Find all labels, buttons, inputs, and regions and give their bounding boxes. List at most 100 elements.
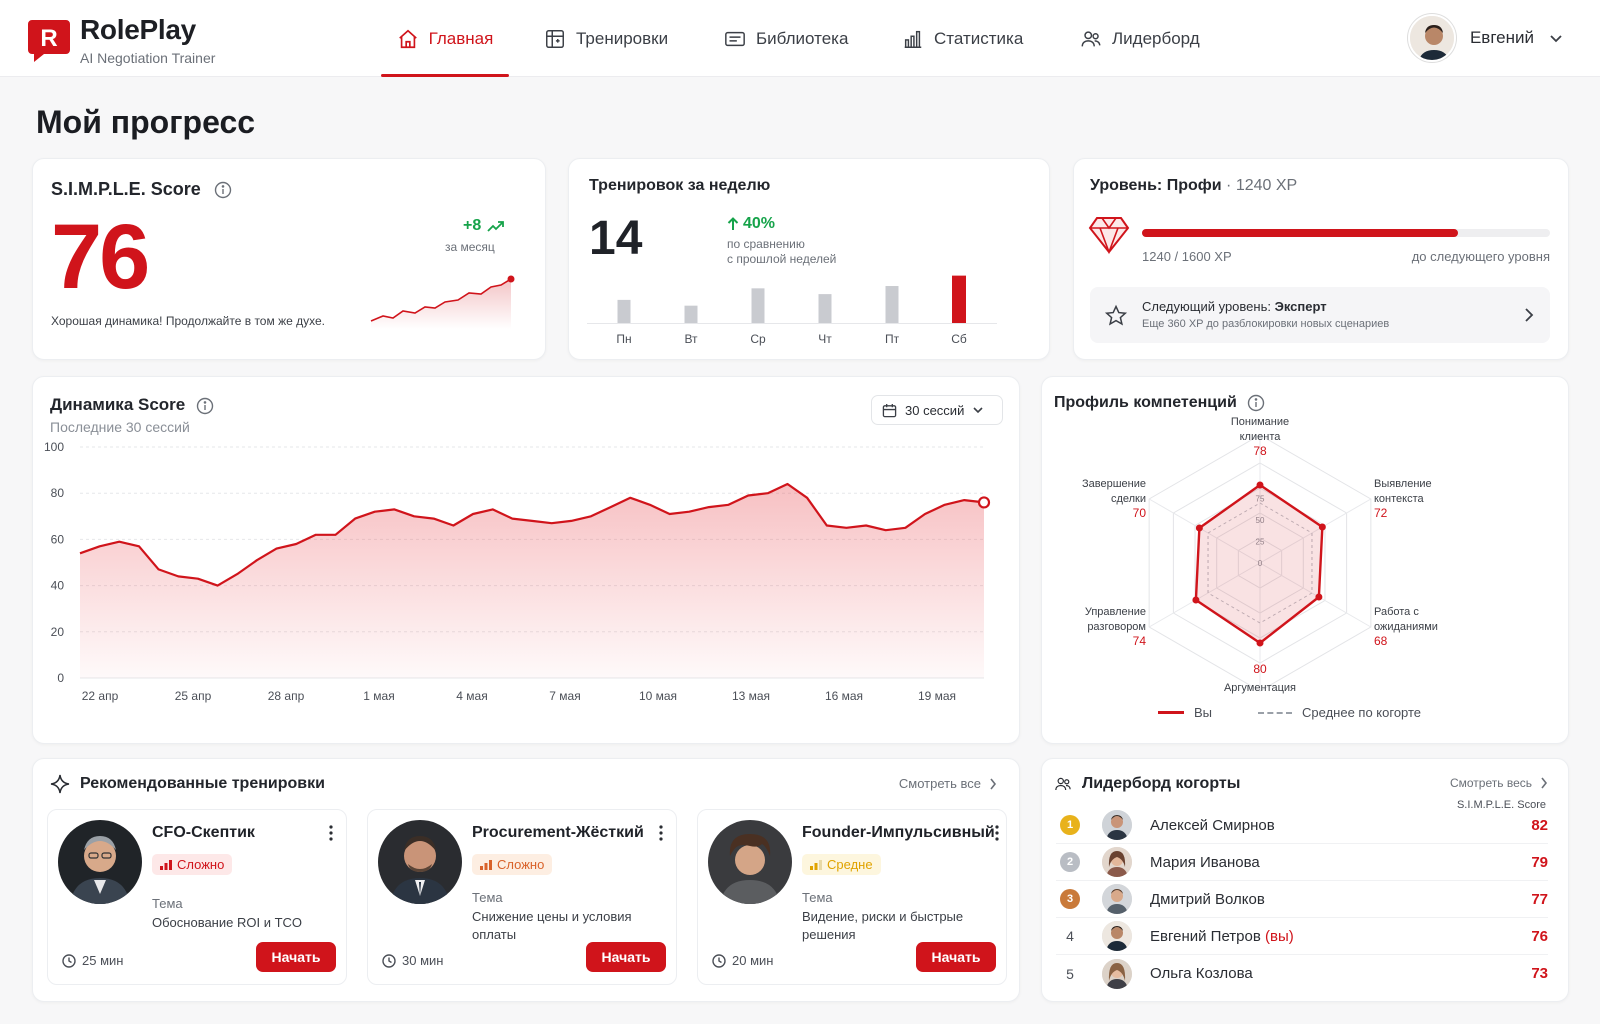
more-options-icon[interactable] bbox=[992, 824, 1002, 842]
weekly-change-note: по сравнению с прошлой неделей bbox=[727, 237, 837, 266]
training-icon bbox=[546, 29, 564, 48]
leaderboard-row[interactable]: 3 Дмитрий Волков 77 bbox=[1056, 881, 1548, 918]
player-score: 73 bbox=[1531, 965, 1548, 982]
sessions-dropdown[interactable]: 30 сессий bbox=[871, 395, 1003, 425]
info-icon[interactable] bbox=[214, 181, 232, 199]
nav-tab-statistics[interactable]: Статистика bbox=[902, 0, 1023, 77]
recommended-trainings-card: Рекомендованные тренировки Смотреть все … bbox=[32, 758, 1020, 1002]
training-card-cfo[interactable]: CFO-Скептик Сложно Тема Обоснование ROI … bbox=[47, 809, 347, 985]
x-tick-label: 1 мая bbox=[363, 689, 394, 703]
leaderboard-row[interactable]: 1 Алексей Смирнов 82 bbox=[1056, 807, 1548, 844]
topic-text: Снижение цены и условия оплаты bbox=[472, 909, 632, 942]
axis-value: 70 bbox=[1133, 506, 1147, 520]
topic-label: Тема bbox=[472, 890, 503, 905]
week-bar bbox=[684, 305, 698, 323]
radar-axis bbox=[1259, 562, 1372, 628]
radar-legend: Вы Среднее по когорте bbox=[1158, 705, 1421, 720]
more-options-icon[interactable] bbox=[656, 824, 666, 842]
brand-subtitle: AI Negotiation Trainer bbox=[80, 50, 216, 66]
chevron-right-icon bbox=[1525, 308, 1534, 322]
topic-label: Тема bbox=[152, 896, 183, 911]
y-tick-label: 0 bbox=[57, 671, 64, 685]
week-bar-label: Пт bbox=[885, 332, 900, 346]
avatar bbox=[1102, 921, 1132, 951]
home-icon bbox=[398, 29, 417, 48]
you-marker: (вы) bbox=[1265, 927, 1294, 945]
x-tick-label: 7 мая bbox=[549, 689, 580, 703]
nav-tab-home[interactable]: Главная bbox=[381, 0, 509, 77]
duration: 25 мин bbox=[62, 953, 123, 968]
recommended-title: Рекомендованные тренировки bbox=[80, 775, 325, 792]
axis-label: ожиданиями bbox=[1374, 621, 1438, 633]
svg-text:R: R bbox=[40, 25, 57, 52]
info-icon[interactable] bbox=[1247, 394, 1265, 412]
leaderboard-row[interactable]: 5 Ольга Козлова 73 bbox=[1056, 955, 1548, 992]
score-sparkline bbox=[370, 275, 515, 329]
weekly-trainings-card: Тренировок за неделю 14 40% по сравнению… bbox=[568, 158, 1050, 360]
diamond-icon bbox=[1088, 217, 1130, 255]
nav-tab-label: Лидерборд bbox=[1112, 28, 1200, 48]
score-line bbox=[79, 482, 985, 587]
leaderboard-row-current-user[interactable]: 4 Евгений Петров (вы) 76 bbox=[1056, 918, 1548, 955]
x-tick-label: 19 мая bbox=[918, 689, 956, 703]
info-icon[interactable] bbox=[196, 397, 214, 415]
x-tick-label: 10 мая bbox=[639, 689, 677, 703]
library-icon bbox=[725, 31, 745, 46]
x-tick-label: 22 апр bbox=[82, 689, 119, 703]
persona-name: Procurement-Жёсткий bbox=[472, 824, 644, 841]
see-all-trainings-link[interactable]: Смотреть все bbox=[899, 776, 997, 791]
avatar bbox=[1102, 810, 1132, 840]
start-button[interactable]: Начать bbox=[586, 942, 666, 972]
ring-label: 50 bbox=[1256, 516, 1265, 525]
week-bar bbox=[617, 299, 631, 323]
x-tick-label: 16 мая bbox=[825, 689, 863, 703]
y-tick-label: 60 bbox=[51, 532, 65, 546]
users-icon bbox=[1055, 777, 1071, 791]
user-menu[interactable]: Евгений bbox=[1407, 14, 1564, 62]
training-card-founder[interactable]: Founder-Импульсивный Средне Тема Видение… bbox=[697, 809, 1007, 985]
score-column-label: S.I.M.P.L.E. Score bbox=[1456, 799, 1546, 811]
competency-profile-card: Профиль компетенций 0 25 50 75 Понимание клие… bbox=[1041, 376, 1569, 744]
difficulty-bars-icon bbox=[810, 859, 822, 870]
axis-value: 78 bbox=[1253, 444, 1267, 458]
nav-tab-trainings[interactable]: Тренировки bbox=[544, 0, 668, 77]
next-level-note: Еще 360 XP до разблокировки новых сценар… bbox=[1142, 318, 1390, 330]
axis-label: сделки bbox=[1111, 493, 1146, 505]
axis-label: Управление bbox=[1085, 606, 1146, 618]
start-button[interactable]: Начать bbox=[916, 942, 996, 972]
trend-up-icon bbox=[487, 221, 505, 232]
next-level-banner[interactable]: Следующий уровень: Эксперт Еще 360 XP до… bbox=[1090, 287, 1550, 343]
last-point-marker bbox=[977, 496, 991, 509]
axis-label: Завершение bbox=[1082, 478, 1146, 490]
rank-number: 4 bbox=[1066, 928, 1074, 944]
nav-tab-label: Тренировки bbox=[576, 28, 669, 48]
leaderboard-row[interactable]: 2 Мария Иванова 79 bbox=[1056, 844, 1548, 881]
avatar bbox=[1102, 884, 1132, 914]
arrow-up-icon bbox=[727, 217, 739, 230]
y-tick-label: 20 bbox=[51, 625, 65, 639]
brand-name: RolePlay bbox=[80, 14, 196, 45]
week-bar bbox=[952, 275, 966, 323]
see-all-leaderboard-link[interactable]: Смотреть весь bbox=[1450, 776, 1548, 790]
start-button[interactable]: Начать bbox=[256, 942, 336, 972]
player-name: Алексей Смирнов bbox=[1150, 816, 1275, 834]
radar-point bbox=[1315, 593, 1323, 601]
axis-value: 68 bbox=[1374, 634, 1388, 648]
axis-label: Выявление bbox=[1374, 478, 1432, 490]
nav-tab-leaderboard[interactable]: Лидерборд bbox=[1080, 0, 1200, 77]
x-tick-label: 25 апр bbox=[175, 689, 212, 703]
nav-tab-library[interactable]: Библиотека bbox=[724, 0, 848, 77]
difficulty-bars-icon bbox=[160, 859, 172, 870]
more-options-icon[interactable] bbox=[326, 824, 336, 842]
avatar bbox=[1102, 958, 1132, 989]
stats-icon bbox=[904, 30, 922, 48]
training-card-procurement[interactable]: Procurement-Жёсткий Сложно Тема Снижение… bbox=[367, 809, 677, 985]
topic-text: Обоснование ROI и TCO bbox=[152, 915, 303, 930]
difficulty-badge: Сложно bbox=[472, 854, 553, 875]
logo-icon[interactable]: R bbox=[28, 16, 70, 62]
avatar bbox=[1102, 847, 1132, 877]
page-title: Мой прогресс bbox=[36, 104, 256, 140]
difficulty-bars-icon bbox=[480, 859, 492, 870]
nav-tab-label: Статистика bbox=[934, 28, 1024, 48]
difficulty-badge: Средне bbox=[802, 854, 881, 875]
